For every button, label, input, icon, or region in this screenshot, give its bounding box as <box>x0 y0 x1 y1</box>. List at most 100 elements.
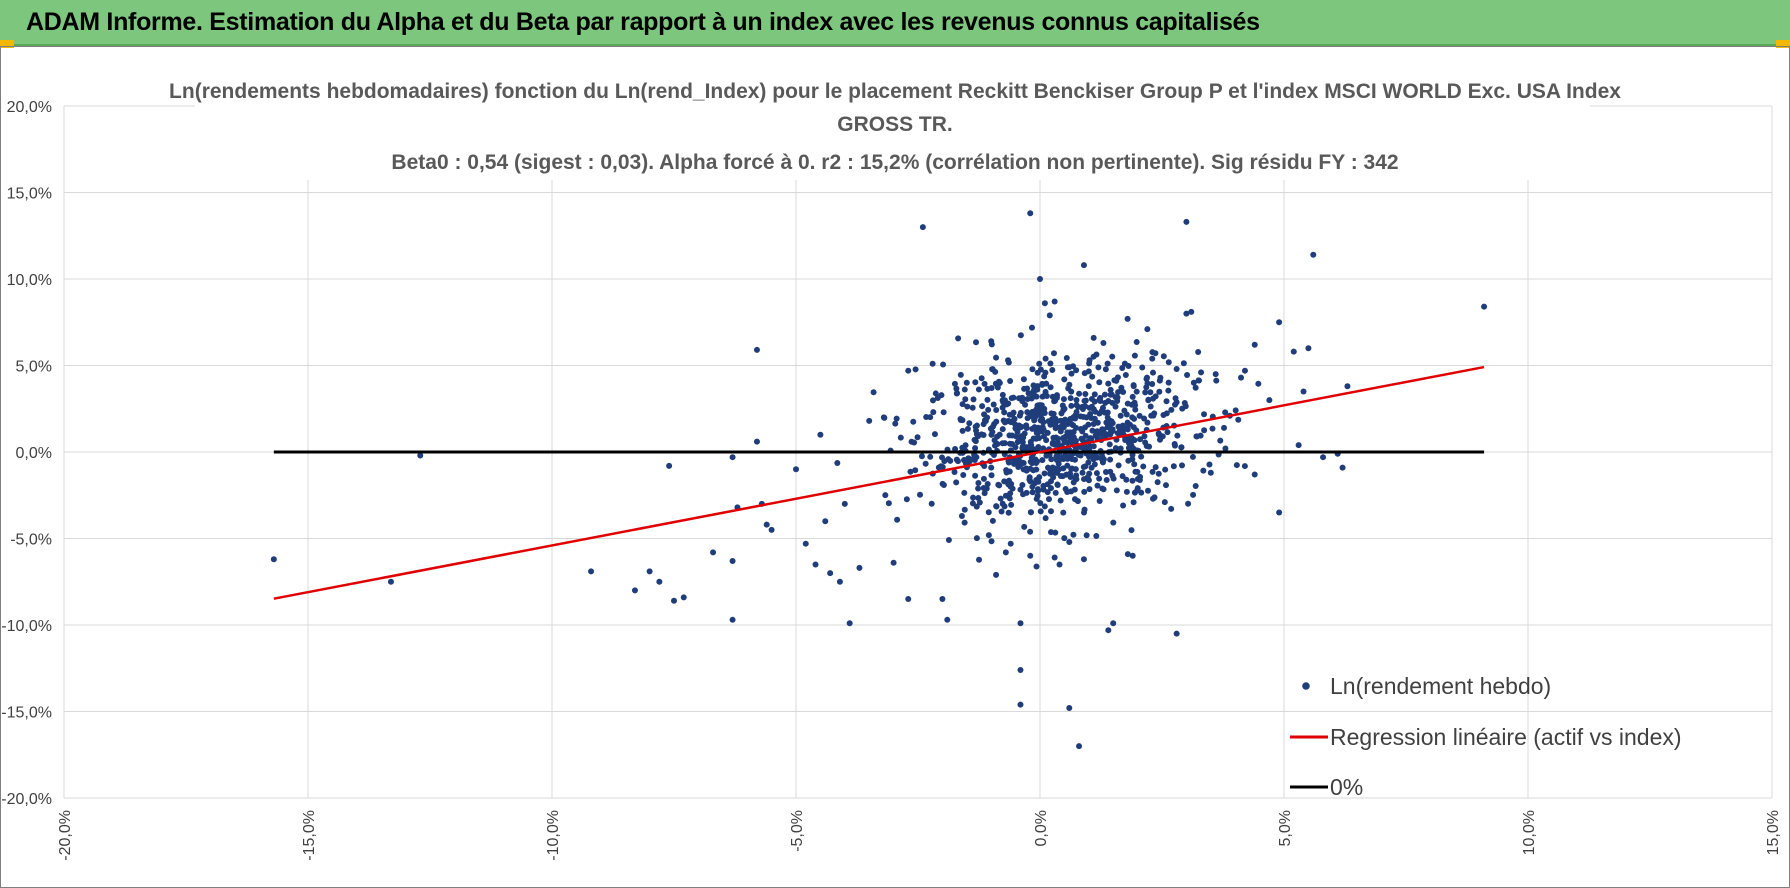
scatter-point <box>866 417 873 424</box>
scatter-point <box>1155 470 1162 477</box>
chart-title-line-1: Ln(rendements hebdomadaires) fonction du… <box>169 80 1621 103</box>
scatter-point <box>1042 355 1049 362</box>
scatter-point <box>1012 425 1019 432</box>
scatter-point <box>1096 475 1103 482</box>
scatter-point <box>1201 411 1208 418</box>
scatter-point <box>912 467 919 474</box>
scatter-point <box>1142 439 1149 446</box>
scatter-point <box>1173 630 1180 637</box>
scatter-point <box>1201 427 1208 434</box>
scatter-point <box>1138 453 1145 460</box>
scatter-point <box>1137 436 1144 443</box>
scatter-point <box>1049 367 1056 374</box>
scatter-point <box>1033 495 1040 502</box>
scatter-point <box>1113 377 1120 384</box>
scatter-point <box>984 396 991 403</box>
scatter-point <box>919 224 926 231</box>
scatter-point <box>1052 420 1059 427</box>
scatter-point <box>882 492 889 499</box>
axis-tick-labels: 20,0% 15,0% 10,0% 5,0% 0,0% -5,0% -10,0% -15,0%… <box>1 99 1782 861</box>
scatter-point <box>1172 395 1179 402</box>
scatter-point <box>976 499 983 506</box>
scatter-point <box>1122 372 1129 379</box>
series-lines <box>273 365 1485 600</box>
scatter-point <box>1061 376 1068 383</box>
scatter-point <box>1162 482 1169 489</box>
scatter-point <box>1080 556 1087 563</box>
scatter-point <box>1083 532 1090 539</box>
scatter-point <box>1030 390 1037 397</box>
scatter-point <box>1088 436 1095 443</box>
scatter-point <box>959 427 966 434</box>
scatter-point <box>1031 424 1038 431</box>
scatter-point <box>1066 381 1073 388</box>
scatter-point <box>1029 460 1036 467</box>
scatter-point <box>1192 384 1199 391</box>
scatter-point <box>802 540 809 547</box>
scatter-point <box>1100 486 1107 493</box>
scatter-point <box>1147 389 1154 396</box>
scatter-point <box>972 472 979 479</box>
legend: Ln(rendement hebdo) Regression linéaire … <box>1290 673 1682 800</box>
scatter-point <box>937 463 944 470</box>
scatter-point <box>1115 389 1122 396</box>
scatter-point <box>1043 452 1050 459</box>
scatter-point <box>1089 373 1096 380</box>
scatter-point <box>1195 349 1202 356</box>
scatter-point <box>958 513 965 520</box>
scatter-point <box>999 426 1006 433</box>
scatter-point <box>980 485 987 492</box>
scatter-point <box>1005 357 1012 364</box>
scatter-point <box>1123 488 1130 495</box>
scatter-point <box>1193 433 1200 440</box>
scatter-point <box>1101 391 1108 398</box>
scatter-point <box>1123 476 1130 483</box>
scatter-point <box>1103 476 1110 483</box>
scatter-point <box>1036 435 1043 442</box>
scatter-point <box>993 418 1000 425</box>
scatter-point <box>1019 459 1026 466</box>
scatter-point <box>1082 390 1089 397</box>
scatter-point <box>945 537 952 544</box>
scatter-point <box>841 500 848 507</box>
scatter-point <box>1131 352 1138 359</box>
y-tick-label: -10,0% <box>1 618 52 635</box>
scatter-point <box>1056 561 1063 568</box>
scatter-point <box>1117 445 1124 452</box>
scatter-point <box>975 485 982 492</box>
scatter-point <box>1044 489 1051 496</box>
scatter-point <box>1011 460 1018 467</box>
scatter-point <box>1050 410 1057 417</box>
scatter-point <box>1079 469 1086 476</box>
scatter-point <box>1168 505 1175 512</box>
scatter-point <box>1064 364 1071 371</box>
scatter-point <box>1144 374 1151 381</box>
header-bar: ADAM Informe. Estimation du Alpha et du … <box>0 0 1790 46</box>
scatter-point <box>1047 508 1054 515</box>
scatter-point <box>1022 401 1029 408</box>
scatter-point <box>417 452 424 459</box>
scatter-point <box>1120 502 1127 509</box>
x-tick-label: -20,0% <box>57 810 74 861</box>
scatter-point <box>998 508 1005 515</box>
scatter-point <box>1163 398 1170 405</box>
scatter-point <box>975 494 982 501</box>
scatter-point <box>1054 441 1061 448</box>
scatter-point <box>1041 503 1048 510</box>
scatter-point <box>1104 414 1111 421</box>
scatter-point <box>1129 393 1136 400</box>
scatter-point <box>1090 334 1097 341</box>
scatter-point <box>989 429 996 436</box>
scatter-point <box>1030 382 1037 389</box>
scatter-point <box>1054 481 1061 488</box>
scatter-point <box>1086 453 1093 460</box>
scatter-point <box>1069 456 1076 463</box>
scatter-point <box>940 361 947 368</box>
scatter-point <box>1145 396 1152 403</box>
legend-label-regression: Regression linéaire (actif vs index) <box>1330 724 1682 750</box>
scatter-point <box>1020 434 1027 441</box>
scatter-point <box>1041 392 1048 399</box>
scatter-point <box>1019 481 1026 488</box>
scatter-point <box>1481 303 1488 310</box>
scatter-point <box>1008 501 1015 508</box>
